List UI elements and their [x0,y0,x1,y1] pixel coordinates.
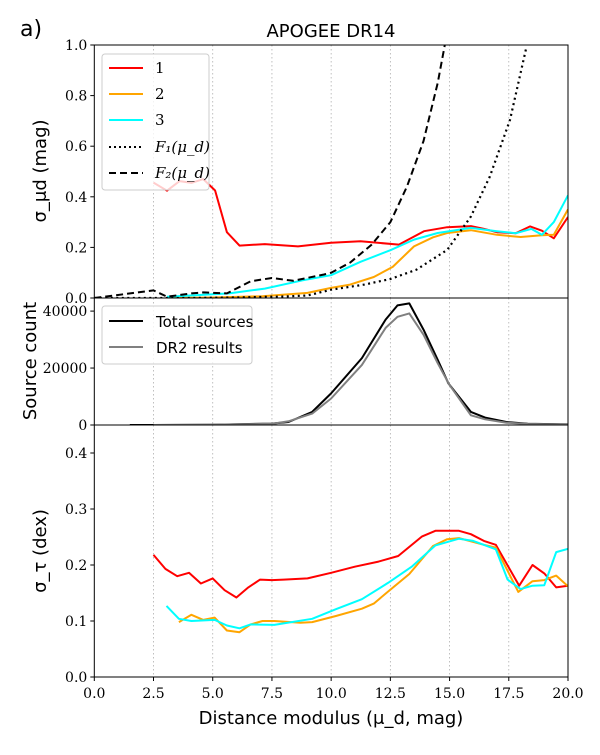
series-line-3 [166,194,569,298]
legend-label-3: 3 [155,111,165,129]
panel-label: a) [20,17,42,42]
y-axis-label-bottom: σ_τ (dex) [30,509,51,593]
y-tick-label: 0.4 [65,446,87,462]
legend-top: 1 2 3 F₁(μ_d) F₂(μ_d) [101,53,210,191]
x-tick-label: 2.5 [142,686,164,702]
series-line-2 [166,208,569,298]
x-tick-label: 0.0 [83,686,105,702]
y-tick-label: 0.0 [65,291,87,307]
x-tick-label: 5.0 [202,686,224,702]
series-line-3 [165,537,569,630]
x-axis-label: Distance modulus (μ_d, mag) [199,708,464,729]
series-line-DR2-results [153,312,569,425]
y-tick-label: 0.0 [65,670,87,686]
panel-1-lines [129,302,569,425]
x-tick-label: 17.5 [493,686,524,702]
y-tick-label: 0.2 [65,558,87,574]
axes-frames [93,44,569,678]
y-tick-label: 0.6 [65,139,87,155]
series-lines [94,45,569,634]
x-tick-label: 20.0 [552,686,583,702]
panel-2-lines [152,529,569,634]
y-tick-label: 0.8 [65,89,87,105]
x-tick-label: 7.5 [261,686,283,702]
legend-label-f1: F₁(μ_d) [154,138,210,156]
x-tick-label: 12.5 [375,686,406,702]
y-tick-label: 40000 [43,304,88,320]
ticks: 0.00.20.40.60.81.0020000400000.00.10.20.… [43,38,584,702]
legend-label-2: 2 [155,85,165,103]
legend-middle: Total sources DR2 results [101,305,254,365]
series-line-F-d- [94,45,446,298]
x-tick-label: 15.0 [434,686,465,702]
legend-label-dr2: DR2 results [156,339,243,357]
legend-label-f2: F₂(μ_d) [154,164,210,182]
y-tick-label: 0 [78,418,87,434]
y-tick-label: 0.4 [65,190,87,206]
series-line-1 [152,529,569,599]
legend-label-total: Total sources [155,313,254,331]
y-axis-label-middle: Source count [20,302,41,420]
y-tick-label: 1.0 [65,38,87,54]
series-line-F-d- [94,46,528,298]
y-tick-label: 20000 [43,361,88,377]
y-tick-label: 0.3 [65,502,87,518]
legend-label-1: 1 [155,59,165,77]
y-tick-label: 0.2 [65,240,87,256]
series-line-2 [178,537,569,634]
y-axis-label-top: σ_μd (mag) [30,119,51,222]
legend-box [101,53,210,191]
x-tick-label: 10.0 [316,686,347,702]
y-tick-label: 0.1 [65,614,87,630]
chart-title: APOGEE DR14 [266,21,395,42]
